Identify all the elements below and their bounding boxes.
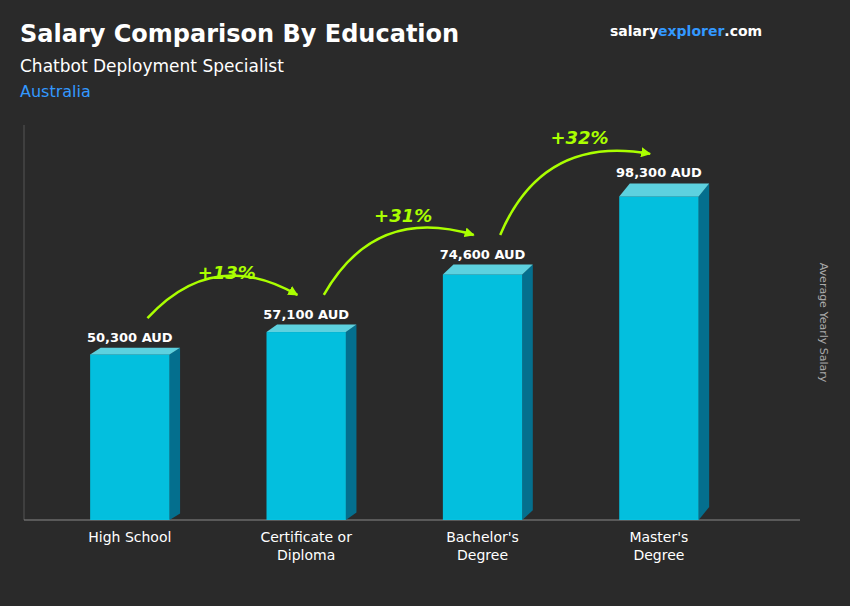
annotation: +32% [550, 127, 608, 148]
chart: Salary Comparison By Education Chatbot De… [0, 0, 850, 606]
x-tick-label: Certificate or Diploma [260, 529, 352, 563]
x-tick-label: Master's Degree [629, 529, 688, 563]
brand: salary [610, 23, 658, 39]
x-tick-label-line: Certificate or [260, 529, 352, 545]
x-tick-label-line: Diploma [277, 547, 335, 563]
bars [90, 183, 709, 520]
x-tick-label: High School [88, 529, 171, 545]
data-label: 57,100 AUD [263, 307, 349, 322]
bar-side [346, 325, 357, 520]
y-axis-line [24, 125, 25, 520]
x-tick-label-line: Degree [457, 547, 508, 563]
data-label: 50,300 AUD [87, 330, 173, 345]
bar-side [170, 348, 181, 520]
bar [443, 274, 522, 520]
annotation: +13% [198, 262, 256, 283]
subtitle: Australia [20, 82, 91, 101]
bar-side [699, 183, 710, 520]
annotation: +31% [374, 205, 432, 226]
x-tick-label-line: Bachelor's [446, 529, 519, 545]
x-tick-label-line: Degree [633, 547, 684, 563]
x-tick-label: Bachelor's Degree [446, 529, 519, 563]
bar-group [267, 325, 357, 520]
bar-group [619, 183, 709, 520]
x-tick-label-line: High School [88, 529, 171, 545]
brand: explorer [658, 23, 724, 39]
title: Salary Comparison By Education [20, 20, 459, 48]
bar [267, 332, 346, 520]
subtitle: Chatbot Deployment Specialist [20, 56, 284, 76]
bar-side [522, 265, 533, 520]
data-label: 98,300 AUD [616, 165, 702, 180]
bar [619, 196, 698, 520]
bar-top [90, 348, 180, 355]
bar-group [90, 348, 180, 520]
growth-arrow [324, 227, 474, 294]
bar-group [443, 265, 533, 520]
y-axis-label: Average Yearly Salary [817, 263, 830, 383]
bar-top [267, 325, 357, 333]
x-tick-label-line: Master's [629, 529, 688, 545]
data-label: 74,600 AUD [440, 247, 526, 262]
bar [90, 354, 169, 520]
background [0, 0, 850, 606]
growth-arrow [500, 151, 650, 235]
brand: .com [724, 23, 762, 39]
bar-top [619, 183, 709, 196]
bar-top [443, 265, 533, 275]
